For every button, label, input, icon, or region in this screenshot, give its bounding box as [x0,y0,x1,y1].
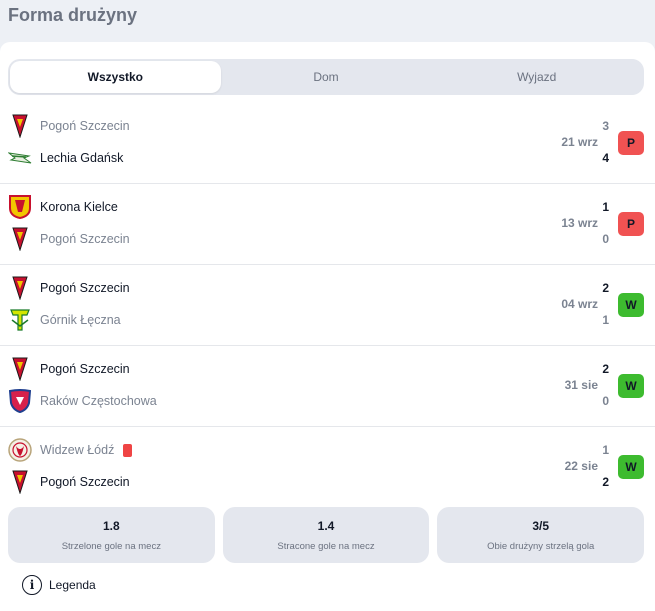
away-team: Lechia Gdańsk [8,146,123,170]
info-icon: i [22,575,42,595]
pogon-crest-icon [8,276,32,300]
match-row[interactable]: Widzew Łódź Pogoń Szczecin 1 2 22 sie W [0,427,655,508]
match-row[interactable]: Pogoń Szczecin Raków Częstochowa 2 0 31 … [0,346,655,427]
team-name: Pogoń Szczecin [40,119,130,133]
away-score: 0 [602,394,609,408]
result-badge: P [618,131,644,155]
match-date: 13 wrz [561,216,598,230]
match-date: 04 wrz [561,297,598,311]
tabs-bar: Wszystko Dom Wyjazd [8,59,644,95]
tab-all[interactable]: Wszystko [10,61,221,93]
stat-label: Obie drużyny strzelą gola [487,540,595,552]
stats-row: 1.8 Strzelone gole na mecz 1.4 Stracone … [8,507,645,563]
pogon-crest-icon [8,470,32,494]
stat-label: Stracone gole na mecz [277,540,375,552]
match-list: Pogoń Szczecin Lechia Gdańsk 3 4 21 wrz … [0,103,655,508]
lechia-crest-icon [8,146,32,170]
home-score: 2 [602,281,609,295]
result-badge: W [618,455,644,479]
team-name: Pogoń Szczecin [40,281,130,295]
tab-away[interactable]: Wyjazd [517,70,557,84]
team-name: Pogoń Szczecin [40,475,130,489]
team-name: Lechia Gdańsk [40,151,124,165]
away-team: Pogoń Szczecin [8,470,130,494]
home-score: 2 [602,362,609,376]
team-form-card: Wszystko Dom Wyjazd Pogoń Szczecin Lechi… [0,42,655,611]
match-row[interactable]: Pogoń Szczecin Lechia Gdańsk 3 4 21 wrz … [0,103,655,184]
result-badge: P [618,212,644,236]
team-name: Korona Kielce [40,200,118,214]
away-score: 4 [602,151,609,165]
stat-value: 1.4 [317,518,335,533]
home-score: 3 [602,119,609,133]
home-score: 1 [602,200,609,214]
away-score: 0 [602,232,609,246]
result-badge: W [618,293,644,317]
rakow-crest-icon [8,389,32,413]
stat-value: 1.8 [102,518,120,533]
stat-value: 3/5 [532,518,550,533]
tab-home[interactable]: Dom [313,70,339,84]
stat-goals-conceded: 1.4 Stracone gole na mecz [222,507,430,563]
red-card-icon [123,443,133,457]
stat-both-teams-score: 3/5 Obie drużyny strzelą gola [437,507,645,563]
gornik-crest-icon [8,308,32,332]
team-name: Widzew Łódź [40,443,115,457]
away-team: Raków Częstochowa [8,389,157,413]
match-date: 22 sie [564,459,598,473]
pogon-crest-icon [8,357,32,381]
home-team: Korona Kielce [8,195,118,219]
home-team: Pogoń Szczecin [8,276,130,300]
page-title: Forma drużyny [8,5,138,25]
home-score: 1 [602,443,609,457]
home-team: Pogoń Szczecin [8,357,130,381]
match-date: 21 wrz [561,135,598,149]
home-team: Pogoń Szczecin [8,114,130,138]
away-score: 1 [602,313,609,327]
legend-label: Legenda [49,578,96,592]
team-name: Pogoń Szczecin [40,362,130,376]
team-name: Pogoń Szczecin [40,232,130,246]
away-team: Pogoń Szczecin [8,227,130,251]
legend-button[interactable]: i Legenda [22,575,96,595]
pogon-crest-icon [8,227,32,251]
match-row[interactable]: Korona Kielce Pogoń Szczecin 1 0 13 wrz … [0,184,655,265]
widzew-crest-icon [8,438,32,462]
team-name: Górnik Łęczna [40,313,121,327]
team-name: Raków Częstochowa [40,394,157,408]
result-badge: W [618,374,644,398]
match-date: 31 sie [564,378,598,392]
stat-label: Strzelone gole na mecz [61,540,161,552]
stat-goals-scored: 1.8 Strzelone gole na mecz [8,507,215,563]
away-team: Górnik Łęczna [8,308,121,332]
pogon-crest-icon [8,114,32,138]
match-row[interactable]: Pogoń Szczecin Górnik Łęczna 2 1 04 wrz … [0,265,655,346]
away-score: 2 [602,475,609,489]
home-team: Widzew Łódź [8,438,133,462]
korona-crest-icon [8,195,32,219]
